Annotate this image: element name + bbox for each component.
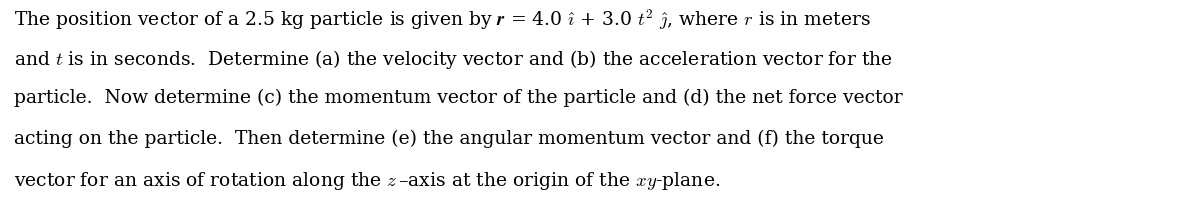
Text: and $t$ is in seconds.  Determine (a) the velocity vector and (b) the accelerati: and $t$ is in seconds. Determine (a) the… <box>14 48 893 70</box>
Text: particle.  Now determine (c) the momentum vector of the particle and (d) the net: particle. Now determine (c) the momentum… <box>14 88 904 107</box>
Text: vector for an axis of rotation along the $z\,$–axis at the origin of the $xy$-pl: vector for an axis of rotation along the… <box>14 170 721 192</box>
Text: The position vector of a 2.5 kg particle is given by $\boldsymbol{r}$ = 4.0 $\ha: The position vector of a 2.5 kg particle… <box>14 7 871 32</box>
Text: acting on the particle.  Then determine (e) the angular momentum vector and (f) : acting on the particle. Then determine (… <box>14 129 884 148</box>
